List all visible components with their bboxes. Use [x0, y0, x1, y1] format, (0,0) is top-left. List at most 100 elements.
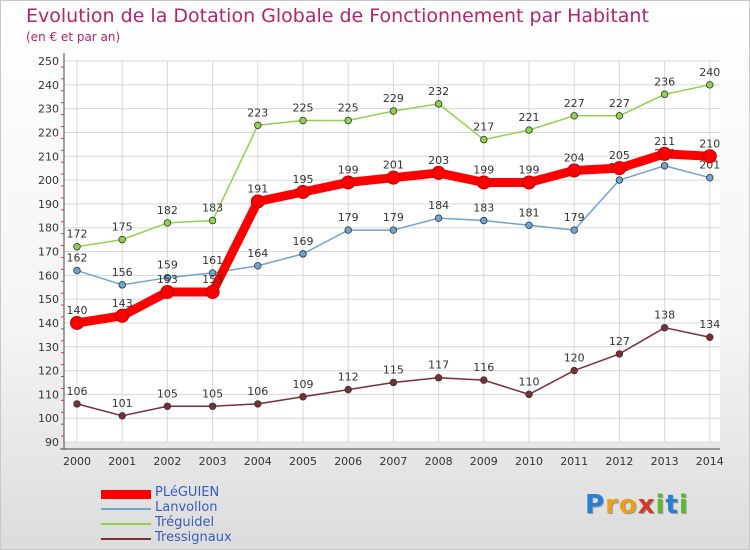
- x-tick-label: 2014: [696, 455, 724, 468]
- data-label: 112: [338, 371, 359, 384]
- data-point: [706, 333, 714, 341]
- data-label: 138: [654, 309, 675, 322]
- data-point: [476, 175, 491, 190]
- data-point: [250, 194, 265, 209]
- y-tick-label: 160: [38, 269, 59, 282]
- brand-letter: i: [655, 490, 666, 520]
- x-tick-label: 2001: [108, 455, 136, 468]
- legend-label: Tressignaux: [155, 530, 232, 545]
- data-point: [434, 100, 443, 108]
- data-point: [344, 116, 352, 125]
- brand-letter: o: [618, 490, 638, 520]
- data-label: 225: [338, 102, 359, 115]
- data-label: 182: [157, 204, 178, 217]
- data-point: [296, 184, 310, 199]
- legend-swatch: [101, 538, 151, 540]
- data-label: 191: [247, 182, 268, 195]
- data-label: 153: [157, 273, 178, 286]
- y-tick-label: 230: [38, 103, 59, 116]
- data-point: [115, 308, 130, 323]
- data-label: 179: [383, 211, 404, 224]
- data-point: [657, 146, 672, 161]
- data-point: [160, 284, 175, 299]
- data-label: 105: [157, 387, 178, 400]
- data-point: [525, 221, 533, 230]
- data-label: 117: [428, 359, 449, 372]
- data-point: [660, 162, 669, 170]
- data-label: 199: [519, 163, 540, 176]
- data-point: [434, 374, 443, 382]
- data-point: [118, 235, 126, 244]
- data-label: 105: [202, 387, 223, 400]
- data-label: 203: [428, 154, 449, 167]
- data-point: [706, 173, 714, 182]
- data-label: 169: [293, 235, 314, 248]
- data-label: 240: [699, 66, 720, 79]
- data-label: 161: [202, 254, 223, 267]
- data-label: 217: [473, 121, 494, 134]
- data-point: [163, 402, 172, 410]
- y-tick-label: 120: [38, 365, 59, 378]
- data-point: [389, 226, 398, 234]
- data-point: [434, 214, 443, 222]
- data-point: [615, 350, 624, 358]
- data-label: 183: [473, 202, 494, 215]
- legend-swatch: [101, 523, 151, 525]
- data-point: [480, 135, 488, 144]
- data-label: 110: [519, 375, 540, 388]
- data-label: 232: [428, 85, 449, 98]
- data-label: 201: [383, 159, 404, 172]
- data-point: [163, 219, 172, 227]
- series-tressignaux: 106 101 105 105 106 109 112 115 117 116 110 120 127 1…: [67, 309, 720, 420]
- data-point: [570, 112, 578, 120]
- data-point: [299, 250, 307, 258]
- data-point: [73, 400, 81, 408]
- data-point: [706, 81, 714, 89]
- data-point: [163, 273, 172, 282]
- data-point: [205, 284, 220, 299]
- brand-letter: P: [585, 490, 606, 520]
- data-label: 227: [564, 97, 585, 110]
- data-point: [660, 90, 669, 99]
- data-point: [118, 281, 126, 289]
- data-label: 211: [654, 135, 675, 148]
- legend-swatch: [101, 489, 151, 499]
- brand-letter: t: [665, 490, 679, 520]
- x-tick-label: 2002: [153, 455, 181, 468]
- data-point: [480, 376, 488, 384]
- data-point: [660, 324, 669, 332]
- data-point: [615, 112, 624, 120]
- data-label: 156: [112, 266, 133, 279]
- data-label: 134: [699, 318, 720, 331]
- legend-swatch: [101, 508, 151, 510]
- data-point: [73, 266, 81, 275]
- brand-letter: x: [637, 490, 656, 520]
- data-label: 143: [112, 297, 133, 310]
- data-label: 115: [383, 363, 404, 376]
- y-tick-label: 140: [38, 317, 59, 330]
- data-label: 223: [247, 106, 268, 119]
- x-tick-label: 2000: [63, 455, 91, 468]
- y-tick-label: 150: [38, 293, 59, 306]
- data-point: [208, 402, 217, 410]
- data-label: 175: [112, 221, 133, 234]
- data-label: 106: [247, 385, 268, 398]
- x-tick-label: 2011: [560, 455, 588, 468]
- data-point: [208, 216, 217, 225]
- data-point: [480, 216, 488, 225]
- data-label: 101: [112, 397, 133, 410]
- data-label: 116: [473, 361, 494, 374]
- data-label: 120: [564, 352, 585, 365]
- data-label: 127: [609, 335, 630, 348]
- data-point: [299, 116, 307, 125]
- y-tick-label: 200: [38, 174, 59, 187]
- data-point: [615, 176, 624, 184]
- y-tick-label: 100: [38, 412, 59, 425]
- data-label: 183: [202, 202, 223, 215]
- data-label: 204: [564, 152, 585, 165]
- data-label: 205: [609, 149, 630, 162]
- y-tick-label: 170: [38, 246, 59, 259]
- data-label: 179: [338, 211, 359, 224]
